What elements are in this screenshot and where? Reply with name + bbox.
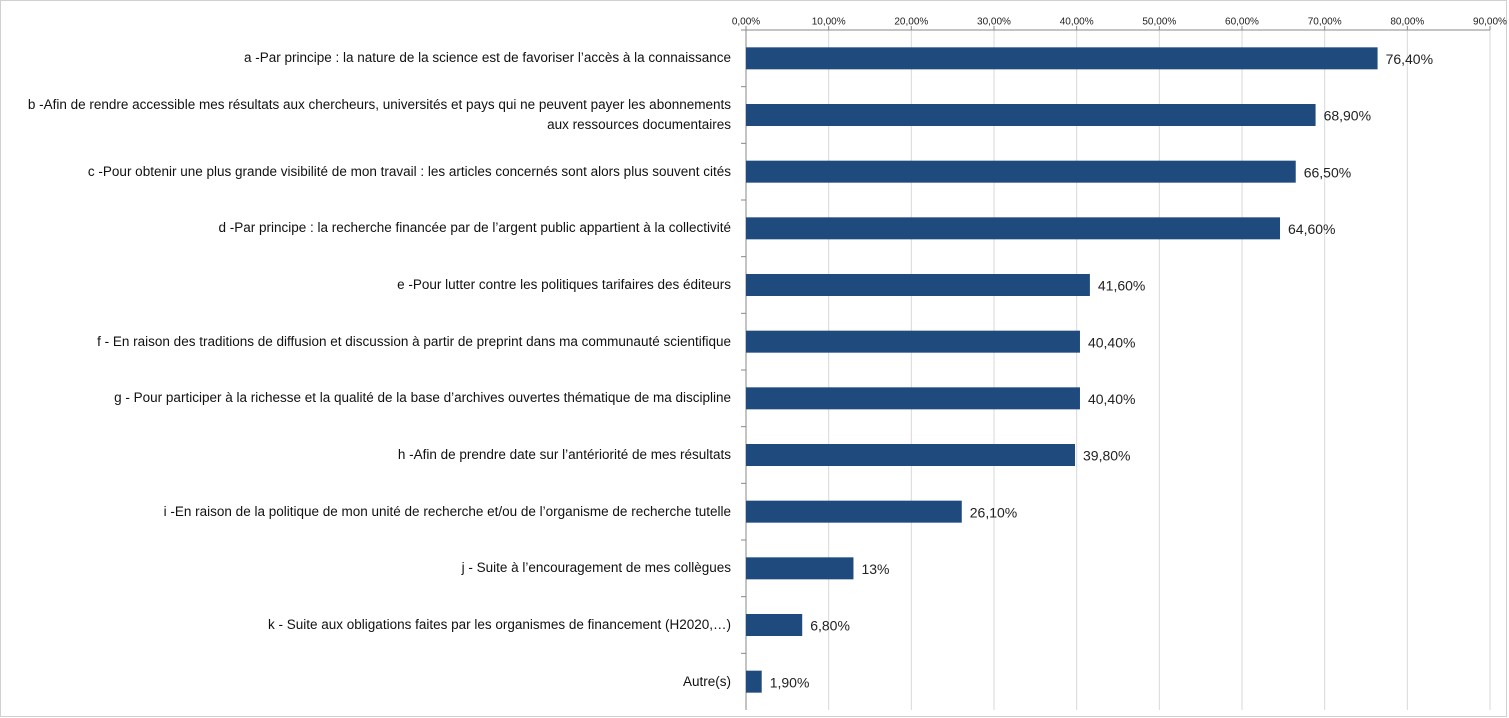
bar	[746, 330, 1080, 353]
category-label: k - Suite aux obligations faites par les…	[268, 617, 731, 632]
category-label: g - Pour participer à la richesse et la …	[114, 390, 731, 406]
bar	[746, 160, 1296, 183]
category-label: Autre(s)	[682, 673, 731, 689]
bar	[746, 104, 1316, 126]
data-label: 39,80%	[1083, 448, 1130, 464]
category-label: b -Afin de rendre accessible mes résulta…	[27, 97, 731, 132]
category-label: c -Pour obtenir une plus grande visibili…	[87, 163, 731, 179]
data-label: 40,40%	[1088, 334, 1135, 350]
category-label: e -Pour lutter contre les politiques tar…	[397, 277, 731, 292]
data-label: 1,90%	[770, 674, 810, 690]
data-label: 66,50%	[1304, 164, 1351, 180]
bar	[746, 670, 762, 693]
data-label: 76,40%	[1386, 51, 1433, 67]
x-tick-label: 20,00%	[894, 17, 928, 28]
x-tick-label: 90,00%	[1473, 17, 1507, 28]
x-tick-label: 10,00%	[812, 17, 846, 28]
bar	[746, 500, 962, 523]
bar	[746, 557, 854, 580]
x-tick-label: 30,00%	[977, 17, 1011, 28]
category-label: i -En raison de la politique de mon unit…	[163, 503, 731, 519]
data-label: 13%	[861, 561, 889, 577]
x-tick-label: 50,00%	[1142, 17, 1176, 28]
data-label: 6,80%	[810, 618, 850, 634]
x-tick-label: 70,00%	[1308, 17, 1342, 28]
bar	[746, 217, 1281, 240]
category-label: h -Afin de prendre date sur l’antériorit…	[397, 447, 731, 462]
data-label: 41,60%	[1098, 278, 1145, 294]
x-tick-label: 0,00%	[732, 17, 760, 28]
category-label: a -Par principe : la nature de la scienc…	[243, 50, 731, 66]
bar	[746, 444, 1076, 466]
data-label: 68,90%	[1324, 108, 1371, 124]
bar	[746, 274, 1090, 296]
x-tick-label: 40,00%	[1060, 17, 1094, 28]
category-label: d -Par principe : la recherche financée …	[218, 220, 731, 236]
data-label: 64,60%	[1288, 221, 1335, 237]
category-label: f - En raison des traditions de diffusio…	[97, 333, 731, 349]
bar	[746, 614, 803, 636]
bar	[746, 387, 1080, 410]
category-label: j - Suite à l’encouragement de mes collè…	[461, 560, 731, 576]
data-label: 26,10%	[970, 504, 1017, 520]
data-label: 40,40%	[1088, 391, 1135, 407]
x-tick-label: 80,00%	[1390, 17, 1424, 28]
bar	[746, 47, 1378, 70]
x-tick-label: 60,00%	[1225, 17, 1259, 28]
